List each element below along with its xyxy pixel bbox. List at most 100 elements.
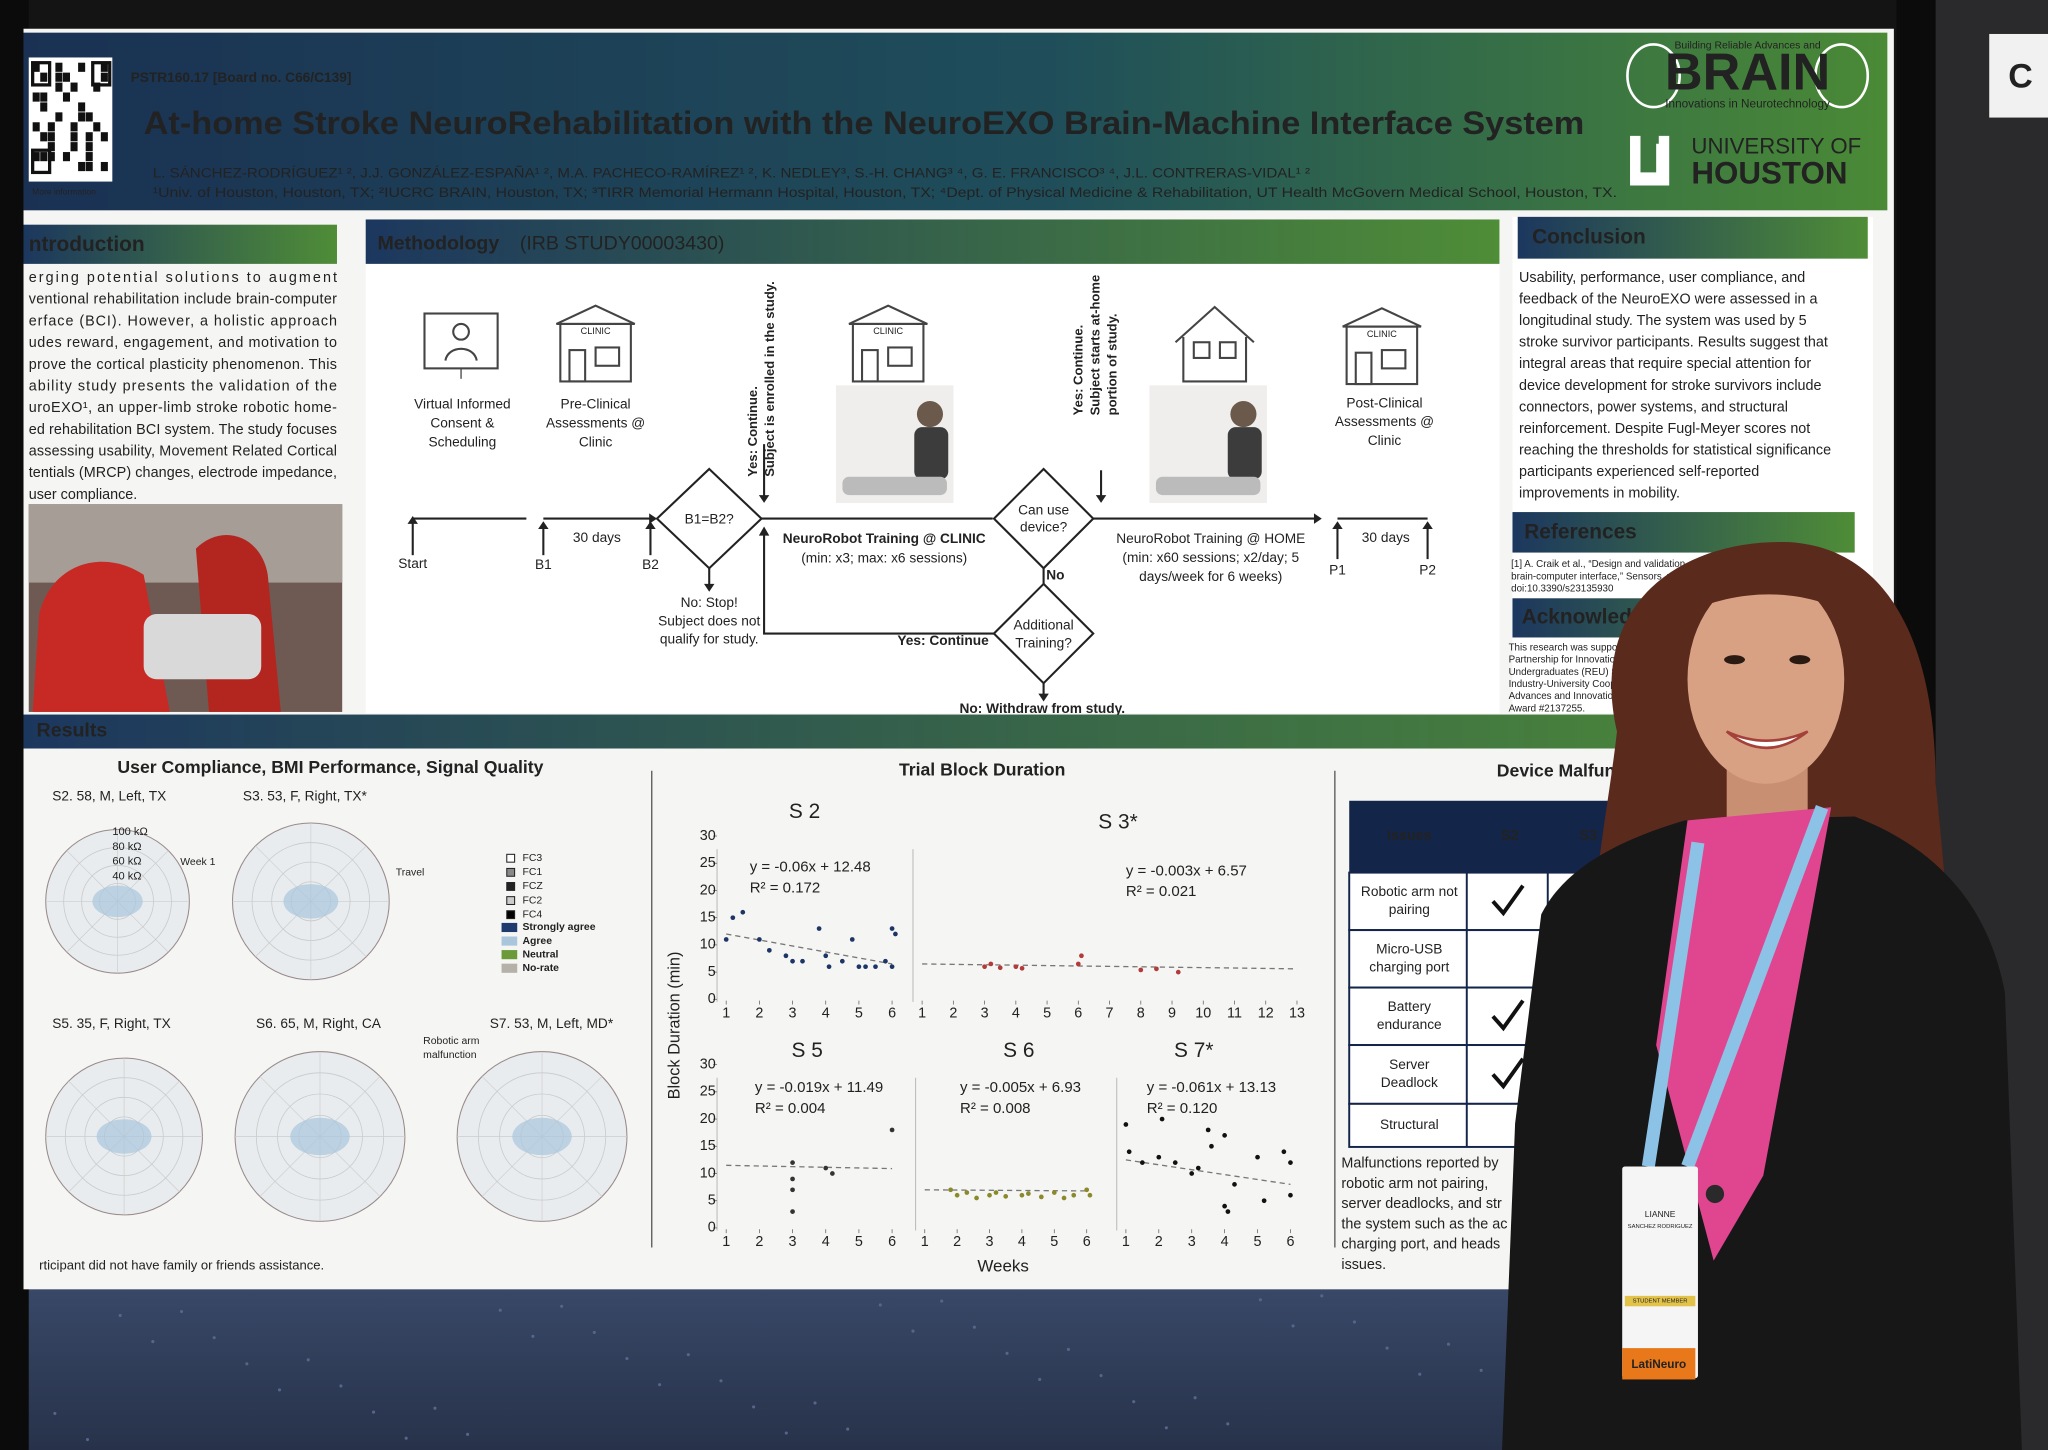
x-tick-label: 8 xyxy=(1137,1005,1145,1021)
qr-module xyxy=(85,161,93,172)
timeline-label: 30 days xyxy=(1362,530,1410,545)
data-point xyxy=(1261,1198,1267,1204)
qr-module xyxy=(40,102,48,112)
data-point xyxy=(987,1192,992,1198)
post-clinical-label: Assessments @ xyxy=(1335,414,1434,429)
face xyxy=(1687,574,1845,784)
brain-tagline: Building Reliable Advances and xyxy=(1674,40,1820,51)
carpet-speck xyxy=(1193,1396,1197,1400)
clinic-sign: CLINIC xyxy=(873,326,903,336)
eye xyxy=(1789,655,1811,665)
x-tick-label: 3 xyxy=(1188,1234,1196,1250)
carpet-speck xyxy=(1385,1346,1389,1350)
ack-line: This research was supported b xyxy=(1509,643,1643,654)
qr-module xyxy=(100,72,108,82)
qr-module xyxy=(100,132,108,142)
qr-module xyxy=(70,132,78,142)
legend-marker xyxy=(506,910,516,920)
qr-finder xyxy=(91,61,112,87)
clinic-sign: CLINIC xyxy=(1367,329,1397,339)
data-point xyxy=(997,965,1003,971)
x-tick-label: 1 xyxy=(921,1234,929,1250)
method-heading-bar xyxy=(365,219,1500,264)
data-point xyxy=(1026,1191,1031,1196)
clinic-sign: CLINIC xyxy=(581,326,611,336)
data-point xyxy=(1232,1182,1237,1187)
malfunction-text: robotic arm not pairing, xyxy=(1341,1176,1488,1192)
clinic-door xyxy=(860,349,879,383)
conclusion-line: device development for stroke survivors … xyxy=(1519,378,1821,394)
badge-ribbon-text: LatiNeuro xyxy=(1631,1358,1686,1371)
y-tick-label: 10 xyxy=(700,1165,716,1181)
conclusion-line: integral areas that require special atte… xyxy=(1519,356,1811,372)
carpet-speck xyxy=(878,1303,882,1307)
polar-blob xyxy=(283,884,339,919)
data-point xyxy=(1019,1192,1025,1198)
data-point xyxy=(1222,1203,1227,1209)
qr-module xyxy=(55,82,63,92)
training-no: No: Withdraw from study. xyxy=(960,701,1126,716)
qr-module xyxy=(40,152,48,162)
malfunction-text: issues. xyxy=(1341,1257,1386,1273)
x-tick-label: 4 xyxy=(1018,1234,1026,1250)
y-tick-label: 0 xyxy=(708,1220,716,1236)
timeline-label: P2 xyxy=(1419,562,1436,577)
conclusion-line: stroke survivor participants. Results su… xyxy=(1519,335,1828,351)
data-point xyxy=(893,931,898,937)
ack-line: Industry-University Cooper xyxy=(1509,679,1626,690)
carpet-speck xyxy=(1446,1342,1451,1346)
data-point xyxy=(1123,1122,1129,1127)
arrow-head xyxy=(1095,495,1107,503)
home-training: NeuroRobot Training @ HOME xyxy=(1116,531,1305,546)
data-point xyxy=(1288,1192,1293,1198)
legend-label: Neutral xyxy=(522,949,558,960)
table-row-label: pairing xyxy=(1389,902,1430,917)
carpet-speck xyxy=(277,1388,282,1392)
data-point xyxy=(974,1195,979,1201)
x-tick-label: 4 xyxy=(822,1005,830,1021)
data-point xyxy=(790,1187,795,1193)
table-row-label: Server xyxy=(1389,1057,1430,1072)
qr-module xyxy=(100,161,108,172)
x-tick-label: 6 xyxy=(888,1234,896,1250)
legend-swatch xyxy=(501,950,518,960)
carpet-speck xyxy=(531,1334,535,1338)
y-tick-label: 20 xyxy=(700,882,716,898)
stop-label: No: Stop! xyxy=(681,595,738,610)
y-tick-label: 5 xyxy=(708,964,716,980)
carpet-speck xyxy=(784,1431,788,1435)
subject-label: S6. 65, M, Right, CA xyxy=(256,1016,382,1031)
conclusion-heading: Conclusion xyxy=(1532,225,1646,248)
timeline-label: 30 days xyxy=(573,530,621,545)
authors: L. SÁNCHEZ-RODRÍGUEZ¹ ², J.J. GONZÁLEZ-E… xyxy=(153,164,1311,180)
data-point xyxy=(849,937,855,942)
y-tick-label: 20 xyxy=(700,1111,716,1127)
data-point xyxy=(1019,965,1025,971)
data-point xyxy=(830,1171,835,1176)
panel-equation: y = -0.003x + 6.57 xyxy=(1126,862,1247,879)
decision-label: Additional xyxy=(1014,617,1074,632)
conclusion-line: improvements in mobility. xyxy=(1519,486,1680,502)
carpet-speck xyxy=(404,1436,408,1440)
arrow-head xyxy=(538,521,549,530)
data-point xyxy=(790,1160,795,1165)
patient-body xyxy=(914,427,949,480)
clinic-door xyxy=(1354,351,1373,386)
method-heading: Methodology xyxy=(377,232,499,254)
legend-marker xyxy=(506,896,516,906)
arrow-head xyxy=(407,515,418,524)
poster-id: PSTR160.17 [Board no. C66/C139] xyxy=(131,70,352,85)
carpet-speck xyxy=(1005,1351,1009,1355)
uh-line1: UNIVERSITY OF xyxy=(1691,133,1861,158)
reference-line: brain-computer interface,” Sensors, vo xyxy=(1511,571,1678,582)
qr-module xyxy=(70,122,78,132)
patient-body xyxy=(1227,427,1262,480)
loop-back xyxy=(763,529,994,635)
carpet-speck xyxy=(151,1340,155,1344)
data-point xyxy=(1154,966,1159,972)
consent-label: Scheduling xyxy=(428,434,496,449)
timeline-label: Start xyxy=(398,556,427,571)
carpet-speck xyxy=(1066,1347,1070,1351)
arrow-head xyxy=(645,521,656,530)
x-tick-label: 5 xyxy=(855,1005,863,1021)
